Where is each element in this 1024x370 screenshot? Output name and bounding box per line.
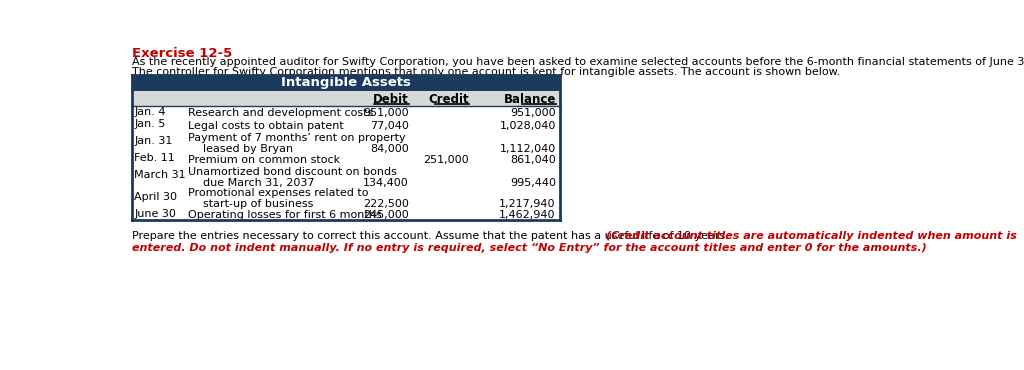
Bar: [132, 75, 560, 91]
Text: 995,440: 995,440: [510, 178, 556, 188]
Text: due March 31, 2037: due March 31, 2037: [203, 178, 314, 188]
Text: Feb. 11: Feb. 11: [134, 153, 175, 164]
Text: 222,500: 222,500: [362, 199, 409, 209]
Text: 951,000: 951,000: [362, 108, 409, 118]
Text: 245,000: 245,000: [362, 210, 409, 220]
Text: 1,112,040: 1,112,040: [500, 144, 556, 154]
Text: The controller for Swifty Corporation mentions that only one account is kept for: The controller for Swifty Corporation me…: [132, 67, 841, 77]
Bar: [132, 91, 560, 106]
Text: Payment of 7 months’ rent on property: Payment of 7 months’ rent on property: [187, 133, 406, 143]
Text: April 30: April 30: [134, 192, 177, 202]
Text: Legal costs to obtain patent: Legal costs to obtain patent: [187, 121, 343, 131]
Text: Credit: Credit: [428, 93, 469, 106]
Text: Operating losses for first 6 months: Operating losses for first 6 months: [187, 210, 381, 220]
Text: Premium on common stock: Premium on common stock: [187, 155, 340, 165]
Text: As the recently appointed auditor for Swifty Corporation, you have been asked to: As the recently appointed auditor for Sw…: [132, 57, 1024, 67]
Text: Jan. 31: Jan. 31: [134, 137, 173, 147]
Text: 1,028,040: 1,028,040: [500, 121, 556, 131]
Text: Prepare the entries necessary to correct this account. Assume that the patent ha: Prepare the entries necessary to correct…: [132, 231, 732, 241]
Text: Jan. 5: Jan. 5: [134, 120, 166, 130]
Text: Jan. 4: Jan. 4: [134, 107, 166, 117]
Text: 134,400: 134,400: [362, 178, 409, 188]
Text: Debit: Debit: [373, 93, 409, 106]
Text: 861,040: 861,040: [510, 155, 556, 165]
Text: entered. Do not indent manually. If no entry is required, select “No Entry” for : entered. Do not indent manually. If no e…: [132, 243, 927, 253]
Text: 1,217,940: 1,217,940: [500, 199, 556, 209]
Text: Unamortized bond discount on bonds: Unamortized bond discount on bonds: [187, 167, 396, 177]
Text: Promotional expenses related to: Promotional expenses related to: [187, 188, 369, 198]
Text: Exercise 12-5: Exercise 12-5: [132, 47, 232, 60]
Text: start-up of business: start-up of business: [203, 199, 313, 209]
Text: leased by Bryan: leased by Bryan: [203, 144, 293, 154]
Text: 77,040: 77,040: [370, 121, 409, 131]
Text: Balance: Balance: [504, 93, 556, 106]
Text: 1,462,940: 1,462,940: [500, 210, 556, 220]
Text: Research and development costs: Research and development costs: [187, 108, 373, 118]
Text: 251,000: 251,000: [423, 155, 469, 165]
Text: (Credit account titles are automatically indented when amount is: (Credit account titles are automatically…: [606, 231, 1017, 241]
Text: March 31: March 31: [134, 170, 185, 180]
Text: Intangible Assets: Intangible Assets: [282, 76, 411, 90]
Text: 951,000: 951,000: [510, 108, 556, 118]
Text: 84,000: 84,000: [370, 144, 409, 154]
Text: June 30: June 30: [134, 209, 176, 219]
